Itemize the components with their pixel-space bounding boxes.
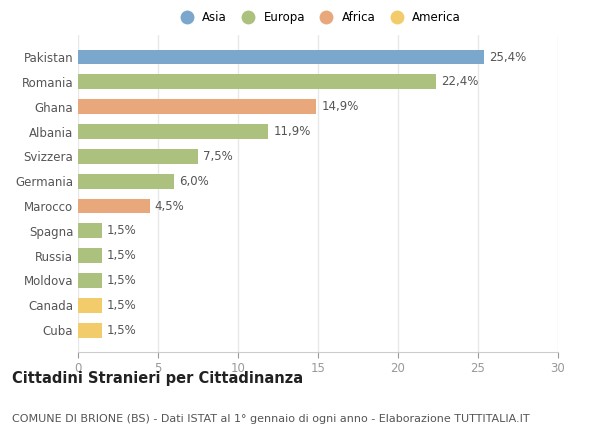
Bar [78,99,316,114]
Bar [78,273,102,288]
Bar [78,298,102,313]
Text: 1,5%: 1,5% [107,224,137,237]
Text: 22,4%: 22,4% [441,75,479,88]
Text: COMUNE DI BRIONE (BS) - Dati ISTAT al 1° gennaio di ogni anno - Elaborazione TUT: COMUNE DI BRIONE (BS) - Dati ISTAT al 1°… [12,414,530,425]
Text: 1,5%: 1,5% [107,274,137,287]
Text: 7,5%: 7,5% [203,150,233,163]
Text: 1,5%: 1,5% [107,324,137,337]
Text: 6,0%: 6,0% [179,175,209,188]
Text: 1,5%: 1,5% [107,249,137,262]
Text: 14,9%: 14,9% [321,100,359,113]
Legend: Asia, Europa, Africa, America: Asia, Europa, Africa, America [173,8,463,26]
Text: 1,5%: 1,5% [107,299,137,312]
Bar [78,50,484,65]
Bar [78,124,268,139]
Bar [78,248,102,263]
Bar [78,224,102,238]
Bar [78,174,174,189]
Text: 25,4%: 25,4% [489,51,526,63]
Text: 11,9%: 11,9% [273,125,311,138]
Text: 4,5%: 4,5% [155,199,185,213]
Bar [78,74,436,89]
Bar [78,323,102,337]
Text: Cittadini Stranieri per Cittadinanza: Cittadini Stranieri per Cittadinanza [12,371,303,386]
Bar [78,149,198,164]
Bar [78,198,150,213]
